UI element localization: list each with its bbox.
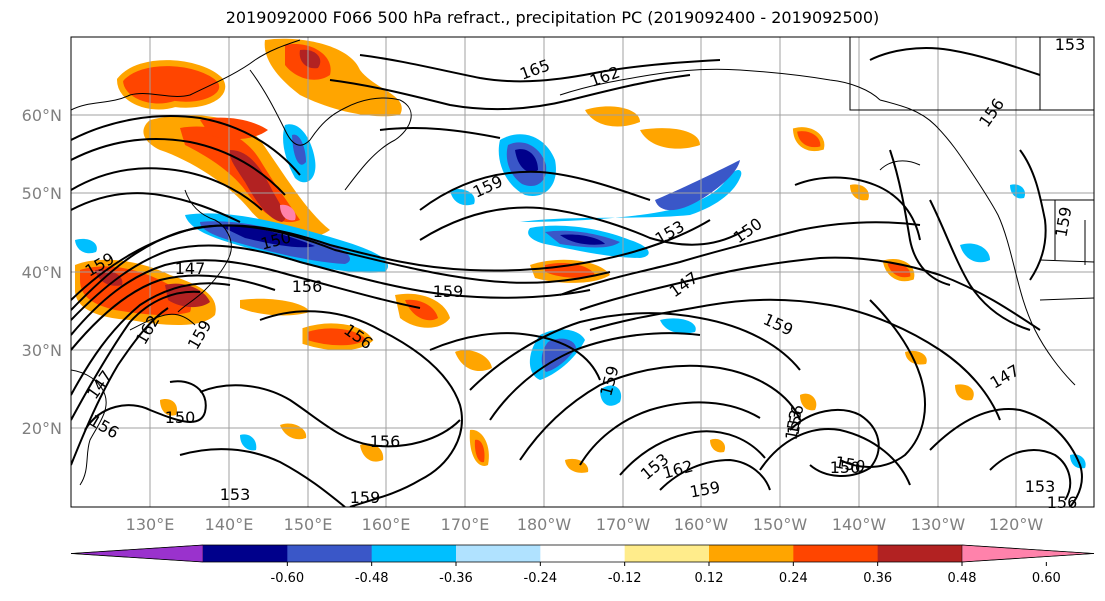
- colorbar-tick-label: -0.48: [355, 571, 389, 586]
- contour-label: 150: [165, 408, 196, 427]
- lon-label: 130°E: [126, 515, 175, 534]
- contour-label: 159: [350, 488, 381, 507]
- colorbar-segment: [371, 545, 457, 562]
- colorbar-tick-label: 0.12: [695, 571, 724, 586]
- colorbar-segment: [287, 545, 373, 562]
- lat-label: 20°N: [22, 419, 62, 438]
- colorbar-segment: [624, 545, 710, 562]
- colorbar-segment: [877, 545, 963, 562]
- colorbar: [70, 544, 1095, 563]
- lon-label: 150°E: [284, 515, 333, 534]
- colorbar-tick-label: 0.60: [1032, 571, 1061, 586]
- contour-label: 153: [220, 485, 251, 504]
- map-title: 2019092000 F066 500 hPa refract., precip…: [225, 8, 880, 27]
- colorbar-tick-label: 0.24: [779, 571, 808, 586]
- lon-label: 130°W: [911, 515, 966, 534]
- coastlines: [71, 37, 1094, 486]
- colorbar-extend-high: [961, 544, 1095, 563]
- lon-label: 180°W: [517, 515, 572, 534]
- colorbar-labels: -0.60 -0.48 -0.36 -0.24 -0.12 0.12 0.24 0.36 0.4…: [271, 562, 1061, 586]
- colorbar-segment: [540, 545, 626, 562]
- precipitation-fill-layer: [75, 38, 1086, 473]
- contour-label: 159: [433, 282, 464, 301]
- colorbar-segment: [456, 545, 541, 562]
- lat-label: 40°N: [22, 263, 62, 282]
- colorbar-tick-label: 0.48: [948, 571, 977, 586]
- colorbar-tick-label: 0.36: [863, 571, 892, 586]
- contour-label: 153: [1025, 477, 1056, 496]
- colorbar-segment: [793, 545, 879, 562]
- lat-label: 30°N: [22, 341, 62, 360]
- lat-label: 50°N: [22, 184, 62, 203]
- map-border: [70, 36, 1095, 508]
- colorbar-tick-label: -0.36: [439, 571, 473, 586]
- lon-label: 170°W: [596, 515, 651, 534]
- colorbar-tick-label: -0.24: [524, 571, 558, 586]
- lon-label: 140°E: [205, 515, 254, 534]
- latitude-labels: 60°N 50°N 40°N 30°N 20°N: [22, 106, 62, 438]
- contour-label: 156: [1047, 493, 1078, 512]
- contour-label: 147: [175, 259, 206, 278]
- contour-label: 156: [370, 432, 401, 451]
- contour-lines: [71, 47, 1083, 507]
- longitude-labels: 130°E 140°E 150°E 160°E 170°E 180°W 170°…: [126, 515, 1044, 534]
- lon-label: 140°W: [832, 515, 887, 534]
- lon-label: 160°E: [362, 515, 411, 534]
- lat-label: 60°N: [22, 106, 62, 125]
- contour-label: 156: [292, 277, 323, 296]
- lon-label: 120°W: [989, 515, 1044, 534]
- colorbar-tick-label: -0.60: [271, 571, 305, 586]
- colorbar-extend-low: [70, 544, 204, 563]
- colorbar-segment: [203, 545, 288, 562]
- lon-label: 160°W: [674, 515, 729, 534]
- colorbar-segment: [709, 545, 794, 562]
- lon-label: 150°W: [753, 515, 808, 534]
- contour-label: 150: [830, 458, 861, 477]
- contour-label: 153: [1055, 35, 1086, 54]
- lon-label: 170°E: [441, 515, 490, 534]
- colorbar-tick-label: -0.12: [608, 571, 642, 586]
- colorbar-outline: [70, 544, 1095, 563]
